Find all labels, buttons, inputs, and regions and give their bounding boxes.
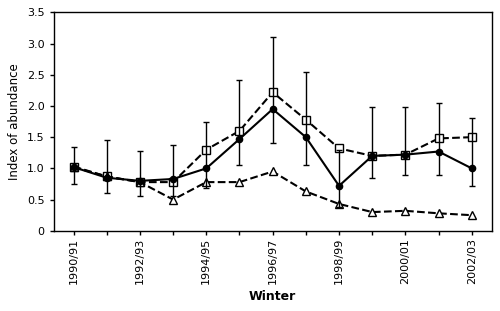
X-axis label: Winter: Winter <box>249 290 296 303</box>
Y-axis label: Index of abundance: Index of abundance <box>8 63 22 180</box>
